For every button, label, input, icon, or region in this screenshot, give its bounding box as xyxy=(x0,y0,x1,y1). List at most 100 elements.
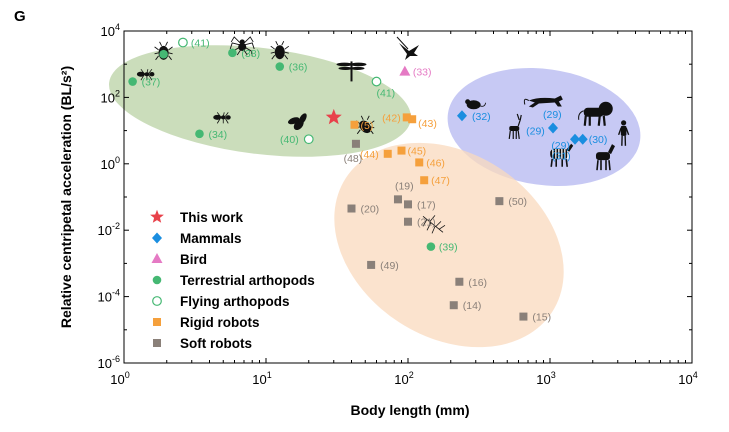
zebra-icon xyxy=(550,143,574,167)
soft-robots-point xyxy=(495,197,504,206)
region-arthropods xyxy=(108,45,412,157)
soft-robots-point-label: (49) xyxy=(380,260,399,272)
soft-robots-point-label: (48) xyxy=(344,153,363,165)
terrestrial-arthopods-point xyxy=(275,62,285,71)
soft-robots-point xyxy=(404,217,412,226)
soft-robots-point xyxy=(393,195,402,204)
stick-insect-icon xyxy=(422,215,446,234)
x-tick-label: 104 xyxy=(678,370,697,387)
rigid-robots-point-label: (5) xyxy=(361,120,374,132)
bird-point xyxy=(399,65,411,76)
mammals-point-label: (29) xyxy=(551,140,570,152)
terrestrial-arthopods-point-label: (34) xyxy=(208,129,227,141)
bird-point-label: (33) xyxy=(413,67,432,79)
rigid-robots-point xyxy=(415,158,424,167)
terrestrial-arthopods-point-label: (37) xyxy=(142,77,161,89)
soft-robots-point-label: (14) xyxy=(463,300,482,312)
legend-label-rigid-robots: Rigid robots xyxy=(180,315,260,330)
soft-robots-point-label: (19) xyxy=(395,180,414,192)
mammals-point-label: (29) xyxy=(526,126,545,138)
soft-robots-point xyxy=(519,312,528,321)
lion-icon xyxy=(578,101,613,126)
panel-label: G xyxy=(14,8,26,25)
rigid-robots-point-label: (46) xyxy=(426,157,445,169)
legend: This work Mammals Bird Terrestrial arthopod… xyxy=(150,209,315,351)
gazelle-icon xyxy=(508,113,522,140)
terrestrial-arthopods-point xyxy=(195,129,204,139)
y-tick-label: 102 xyxy=(101,88,120,105)
flying-arthopods-point-label: (40) xyxy=(280,134,299,146)
legend-label-flying-arthopods: Flying arthopods xyxy=(180,294,290,309)
terrestrial-arthopods-point-label: (36) xyxy=(289,62,308,74)
mammals-point xyxy=(456,110,467,122)
soft-robots-point xyxy=(351,139,360,148)
legend-label-mammals: Mammals xyxy=(180,231,242,246)
terrestrial-arthopods-point xyxy=(128,77,137,86)
legend-marker-rigid-robots xyxy=(153,318,161,326)
x-tick-label: 100 xyxy=(110,370,129,387)
rigid-robots-point-label: (44) xyxy=(360,149,379,161)
mammals-point-label: (30) xyxy=(589,134,608,146)
mouse-icon xyxy=(465,99,487,110)
y-tick-label: 104 xyxy=(101,22,120,39)
rigid-robots-point xyxy=(397,146,406,155)
regions xyxy=(108,45,641,348)
legend-label-this-work: This work xyxy=(180,210,244,225)
y-tick-label: 100 xyxy=(101,155,120,172)
mammals-point xyxy=(548,122,559,134)
region-robots xyxy=(334,142,564,348)
rigid-robots-point xyxy=(383,149,392,158)
rigid-robots-point xyxy=(350,120,359,129)
ant-icon xyxy=(136,68,155,81)
ant-icon xyxy=(213,112,231,124)
this-work-point xyxy=(325,108,342,125)
axes: 100 101 102 103 104 10-6 10-4 10-2 100 102 104 xyxy=(98,22,698,387)
soft-robots-point-label: (50) xyxy=(508,196,527,208)
terrestrial-arthopods-point xyxy=(426,242,436,251)
rigid-robots-point-label: (42) xyxy=(382,112,401,124)
flying-arthopods-point xyxy=(371,76,382,87)
soft-robots-point-label: (15) xyxy=(532,312,551,324)
soft-robots-point-label: (20) xyxy=(360,204,379,216)
human-icon xyxy=(617,120,630,146)
flying-arthopods-point xyxy=(303,134,314,145)
legend-label-bird: Bird xyxy=(180,252,207,267)
soft-robots-point xyxy=(367,260,376,269)
soft-robots-point xyxy=(455,277,464,286)
soft-robots-point xyxy=(347,204,356,213)
hummingbird-icon xyxy=(396,36,420,60)
legend-label-soft-robots: Soft robots xyxy=(180,336,252,351)
mammals-point xyxy=(577,133,588,145)
legend-label-terrestrial-arthopods: Terrestrial arthopods xyxy=(180,273,315,288)
x-tick-label: 102 xyxy=(394,370,413,387)
rigid-robots-point-label: (45) xyxy=(408,146,427,158)
horse-icon xyxy=(595,144,615,171)
legend-marker-mammals xyxy=(152,232,162,244)
mammals-point xyxy=(570,133,581,145)
rigid-robots-point xyxy=(420,176,429,185)
terrestrial-arthopods-point xyxy=(228,48,237,58)
rigid-robots-point-label: (47) xyxy=(431,175,450,187)
terrestrial-arthopods-point xyxy=(159,49,168,59)
rigid-robots-point xyxy=(408,115,417,124)
soft-robots-point-label: (17) xyxy=(417,199,436,211)
legend-marker-flying-arthopods xyxy=(152,296,162,306)
soft-robots-point xyxy=(404,200,412,209)
terrestrial-arthopods-point-label: (38) xyxy=(241,48,260,60)
terrestrial-arthopods-point-label: (39) xyxy=(439,242,458,254)
legend-marker-this-work xyxy=(150,209,164,223)
cheetah-icon xyxy=(523,95,563,108)
rigid-robots-point xyxy=(402,113,411,122)
dragonfly-icon xyxy=(336,61,367,82)
mammals-point-label: (32) xyxy=(472,111,491,123)
legend-marker-bird xyxy=(151,253,163,263)
region-mammals xyxy=(447,67,641,187)
rigid-robots-point-label: (43) xyxy=(418,118,437,130)
y-tick-label: 10-4 xyxy=(98,288,120,305)
legend-marker-soft-robots xyxy=(153,339,161,347)
beetle-icon xyxy=(270,40,290,60)
soft-robots-point-label: (21) xyxy=(417,217,436,229)
x-axis-title: Body length (mm) xyxy=(351,402,470,418)
y-tick-label: 10-2 xyxy=(98,221,120,238)
